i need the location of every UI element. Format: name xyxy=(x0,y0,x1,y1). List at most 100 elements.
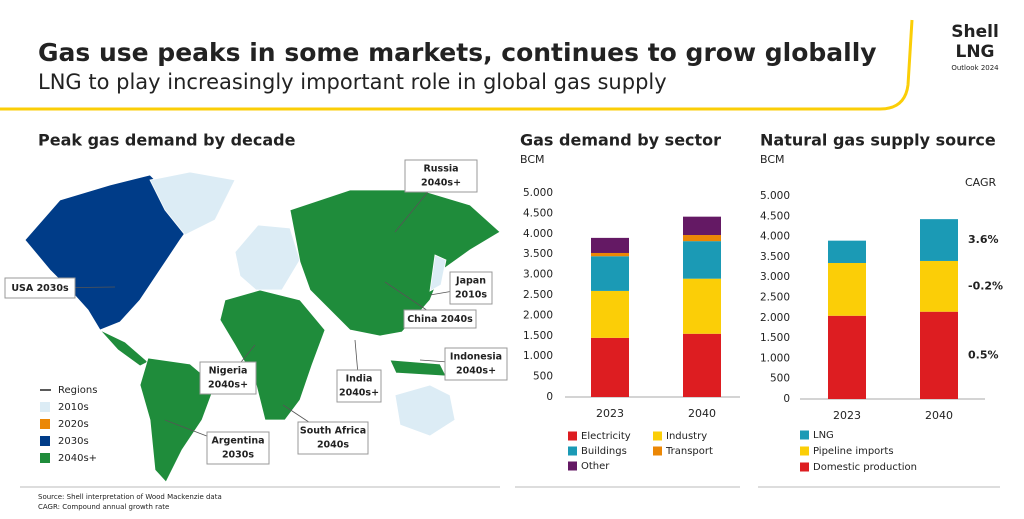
y-tick-label: 3.500 xyxy=(523,248,553,260)
region-name: Argentina xyxy=(211,436,264,447)
legend-label: Other xyxy=(581,461,610,472)
y-tick-label: 1.500 xyxy=(760,332,790,344)
y-tick-label: 1.000 xyxy=(523,350,553,362)
label-box xyxy=(297,421,369,455)
japan xyxy=(429,254,447,292)
label-box xyxy=(336,369,382,403)
header-rule xyxy=(0,19,914,111)
legend-label: Industry xyxy=(666,431,707,442)
y-tick-label: 500 xyxy=(770,373,790,385)
y-tick-label: 4.000 xyxy=(760,231,790,243)
legend-label: Regions xyxy=(58,385,97,396)
cagr-title: CAGR xyxy=(965,176,997,189)
bar-segment xyxy=(828,315,866,399)
bar-segment xyxy=(683,333,721,397)
logo-product: LNG xyxy=(955,42,994,62)
footer-source: Source: Shell interpretation of Wood Mac… xyxy=(38,493,222,501)
logo-brand: Shell xyxy=(951,22,999,42)
cagr-label: 3.6% xyxy=(968,233,999,246)
region-name: Indonesia xyxy=(450,352,502,363)
x-tick-label: 2040 xyxy=(688,407,716,420)
region-name: Nigeria xyxy=(209,366,248,377)
label-box xyxy=(206,431,270,465)
y-tick-label: 3.000 xyxy=(760,271,790,283)
legend-label: Pipeline imports xyxy=(813,446,894,457)
cagr-label: -0.2% xyxy=(968,279,1003,292)
legend-label: 2030s xyxy=(58,436,89,447)
map-title: Peak gas demand by decade xyxy=(38,131,296,150)
region-decade: 2040s xyxy=(317,440,349,451)
bar-segment xyxy=(591,256,629,291)
y-tick-label: 2.000 xyxy=(760,312,790,324)
y-tick-label: 0 xyxy=(546,391,553,403)
legend-swatch xyxy=(800,462,809,472)
y-tick-label: 5.000 xyxy=(523,187,553,199)
legend-label: Transport xyxy=(665,446,713,457)
legend-swatch xyxy=(40,436,50,446)
region-name: Japan xyxy=(455,276,486,287)
legend-label: LNG xyxy=(813,430,834,441)
x-tick-label: 2023 xyxy=(596,407,624,420)
region-decade: 2030s xyxy=(37,283,69,294)
region-decade: 2040s+ xyxy=(421,178,461,189)
y-tick-label: 2.000 xyxy=(523,309,553,321)
footer-note: CAGR: Compound annual growth rate xyxy=(38,503,169,511)
legend-swatch xyxy=(800,446,809,456)
label-box xyxy=(449,271,493,305)
y-tick-label: 4.500 xyxy=(523,207,553,219)
africa xyxy=(219,289,326,421)
y-tick-label: 5.000 xyxy=(760,190,790,202)
greenland xyxy=(149,171,236,236)
bar-segment xyxy=(683,278,721,334)
legend-label: 2020s xyxy=(58,419,89,430)
region-name: India xyxy=(346,374,373,385)
label-box xyxy=(444,347,508,381)
y-tick-label: 4.000 xyxy=(523,228,553,240)
bar-segment xyxy=(591,290,629,338)
bar-segment xyxy=(828,262,866,316)
y-tick-label: 3.000 xyxy=(523,269,553,281)
y-tick-label: 2.500 xyxy=(523,289,553,301)
region-name: USA xyxy=(11,283,34,294)
world-map xyxy=(24,171,501,483)
legend-swatch xyxy=(568,446,577,456)
legend-swatch xyxy=(568,431,577,441)
europe xyxy=(234,224,301,291)
bar-segment xyxy=(920,260,958,312)
region-decade: 2040s+ xyxy=(208,380,248,391)
region-decade: 2040s+ xyxy=(456,366,496,377)
region-name: China xyxy=(407,314,437,325)
y-tick-label: 4.500 xyxy=(760,210,790,222)
region-decade: 2040s xyxy=(441,314,473,325)
bar-segment xyxy=(683,235,721,242)
chart-title: Natural gas supply source xyxy=(760,131,996,150)
region-name: Russia xyxy=(423,164,458,175)
bar-segment xyxy=(591,337,629,397)
bar-segment xyxy=(683,241,721,279)
y-tick-label: 500 xyxy=(533,371,553,383)
logo-edition: Outlook 2024 xyxy=(951,64,999,72)
axis-unit: BCM xyxy=(760,153,785,166)
slide-title: Gas use peaks in some markets, continues… xyxy=(38,38,877,67)
legend-swatch xyxy=(653,446,662,456)
region-decade: 2030s xyxy=(222,450,254,461)
region-name: USA 2030s xyxy=(11,283,69,294)
slide-subtitle: LNG to play increasingly important role … xyxy=(38,70,667,94)
chart-title: Gas demand by sector xyxy=(520,131,721,150)
label-box xyxy=(4,277,76,299)
legend-swatch xyxy=(653,431,662,441)
label-box xyxy=(403,309,477,329)
x-tick-label: 2023 xyxy=(833,409,861,422)
label-box xyxy=(199,361,257,395)
central-america xyxy=(99,329,149,367)
legend-label: Buildings xyxy=(581,446,627,457)
legend-swatch xyxy=(40,419,50,429)
axis-unit: BCM xyxy=(520,153,545,166)
y-tick-label: 1.500 xyxy=(523,330,553,342)
x-tick-label: 2040 xyxy=(925,409,953,422)
legend-swatch xyxy=(800,430,809,440)
y-tick-label: 3.500 xyxy=(760,251,790,263)
y-tick-label: 1.000 xyxy=(760,352,790,364)
region-decade: 2010s xyxy=(455,290,487,301)
